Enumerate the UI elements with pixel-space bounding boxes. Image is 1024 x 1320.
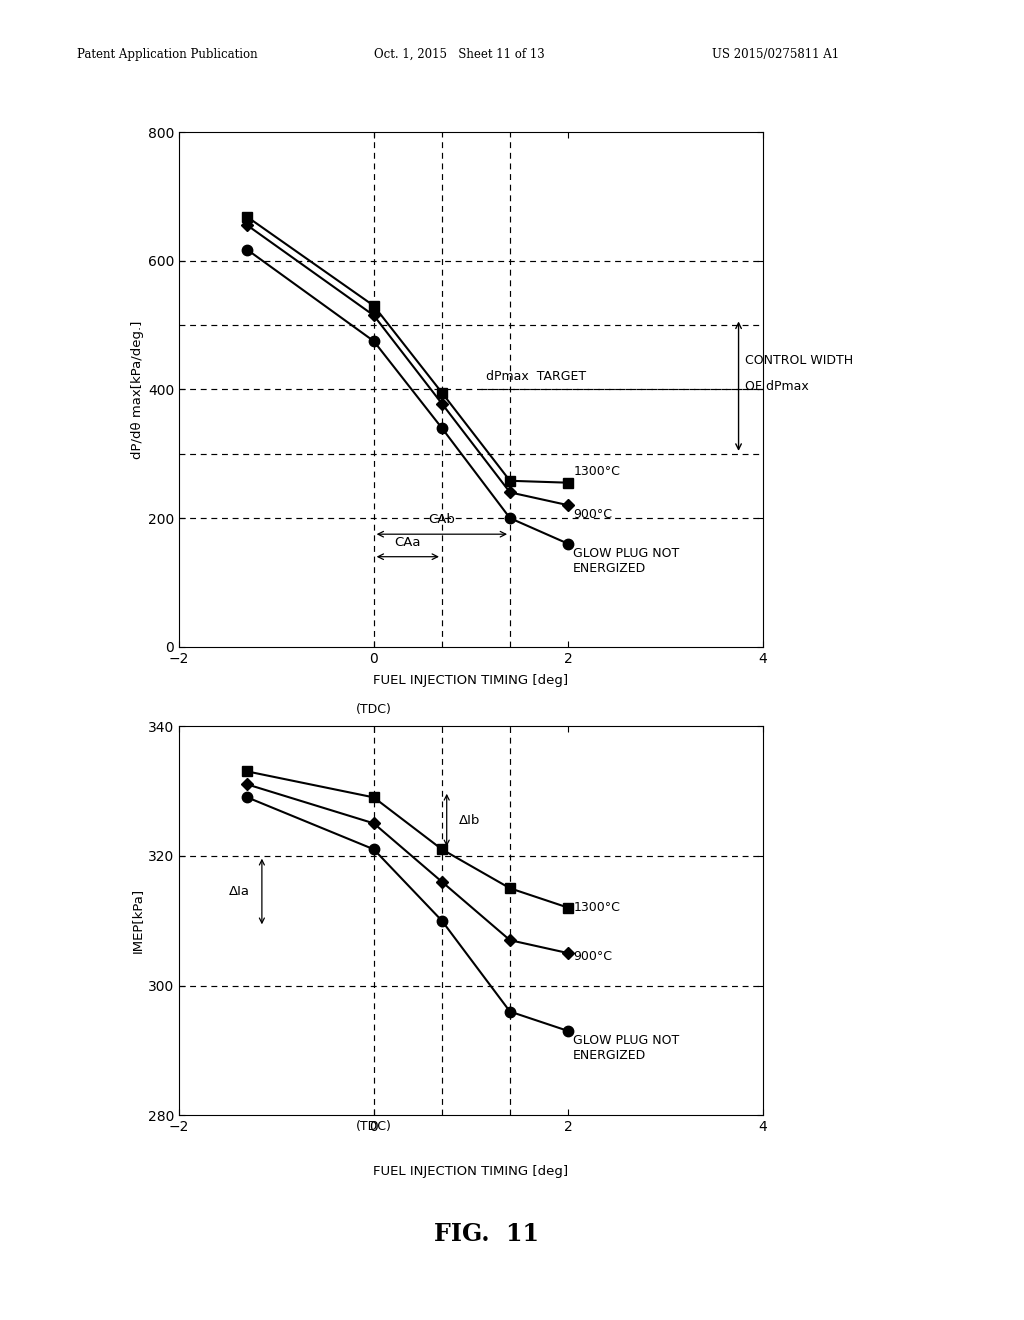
Text: GLOW PLUG NOT
ENERGIZED: GLOW PLUG NOT ENERGIZED [573, 1035, 680, 1063]
X-axis label: FUEL INJECTION TIMING [deg]: FUEL INJECTION TIMING [deg] [374, 1164, 568, 1177]
Text: (TDC): (TDC) [355, 1119, 392, 1133]
Text: ΔIb: ΔIb [459, 813, 480, 826]
Text: GLOW PLUG NOT
ENERGIZED: GLOW PLUG NOT ENERGIZED [573, 546, 680, 576]
Text: US 2015/0275811 A1: US 2015/0275811 A1 [712, 48, 839, 61]
Y-axis label: IMEP[kPa]: IMEP[kPa] [131, 888, 143, 953]
Text: CONTROL WIDTH: CONTROL WIDTH [745, 354, 853, 367]
Text: FIG.  11: FIG. 11 [434, 1222, 539, 1246]
Text: CAb: CAb [428, 513, 456, 527]
Y-axis label: dP/dθ max[kPa/deg.]: dP/dθ max[kPa/deg.] [131, 321, 143, 458]
Text: ΔIa: ΔIa [229, 884, 250, 898]
Text: (TDC): (TDC) [355, 704, 392, 717]
Text: 900°C: 900°C [573, 950, 612, 962]
Text: 1300°C: 1300°C [573, 902, 621, 915]
Text: Oct. 1, 2015   Sheet 11 of 13: Oct. 1, 2015 Sheet 11 of 13 [374, 48, 545, 61]
Text: Patent Application Publication: Patent Application Publication [77, 48, 257, 61]
X-axis label: FUEL INJECTION TIMING [deg]: FUEL INJECTION TIMING [deg] [374, 675, 568, 686]
Text: OF dPmax: OF dPmax [745, 380, 809, 393]
Text: 900°C: 900°C [573, 508, 612, 521]
Text: 1300°C: 1300°C [573, 465, 621, 478]
Text: dPmax  TARGET: dPmax TARGET [485, 370, 586, 383]
Text: CAa: CAa [394, 536, 421, 549]
